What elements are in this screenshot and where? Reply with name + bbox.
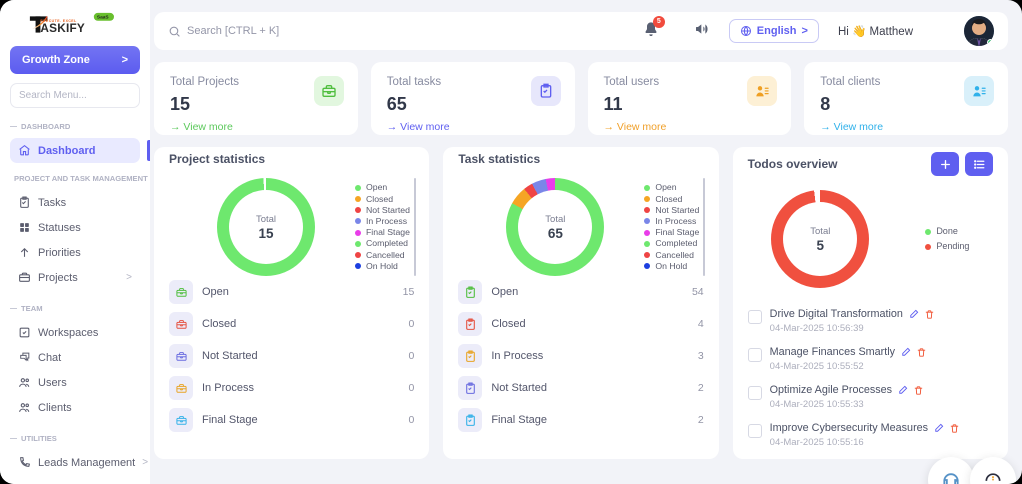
svg-text:ASKIFY: ASKIFY — [40, 21, 85, 35]
svg-text:SaaS: SaaS — [97, 15, 110, 21]
